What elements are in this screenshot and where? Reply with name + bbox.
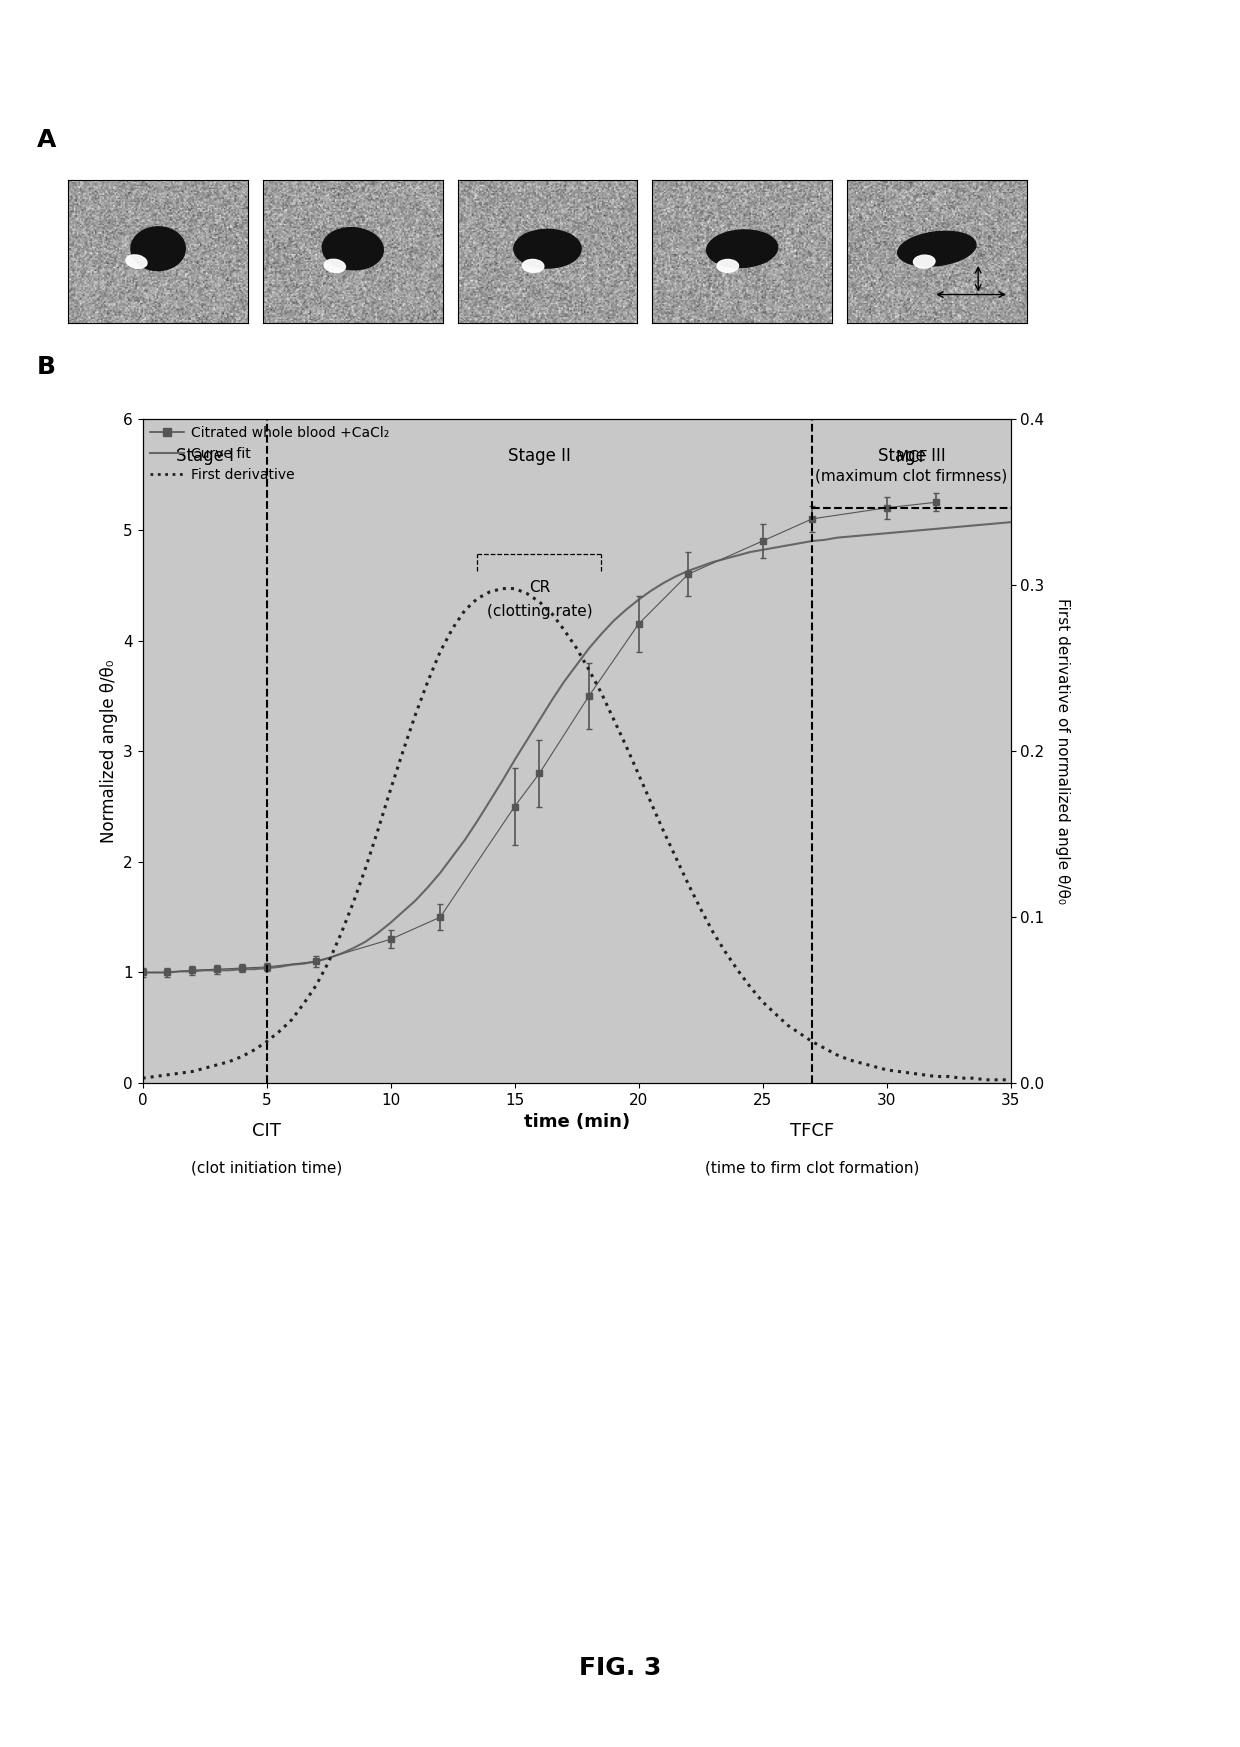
Ellipse shape: [131, 227, 185, 271]
Y-axis label: First derivative of normalized angle θ/θ₀: First derivative of normalized angle θ/θ…: [1054, 597, 1070, 905]
Text: Stage I: Stage I: [176, 447, 233, 465]
Text: FIG. 3: FIG. 3: [579, 1656, 661, 1681]
Ellipse shape: [513, 229, 582, 267]
Text: A: A: [37, 128, 57, 152]
Text: Stage II: Stage II: [508, 447, 570, 465]
Ellipse shape: [126, 255, 148, 269]
Ellipse shape: [717, 260, 739, 273]
Text: Stage III: Stage III: [878, 447, 945, 465]
Ellipse shape: [898, 231, 976, 266]
Text: (time to firm clot formation): (time to firm clot formation): [706, 1160, 919, 1176]
Text: TFCF: TFCF: [790, 1122, 835, 1139]
Ellipse shape: [324, 259, 346, 273]
Text: CR: CR: [528, 580, 551, 594]
Text: (clotting rate): (clotting rate): [486, 604, 593, 618]
Text: CIT: CIT: [252, 1122, 281, 1139]
X-axis label: time (min): time (min): [523, 1113, 630, 1132]
Legend: Citrated whole blood +CaCl₂, Curve fit, First derivative: Citrated whole blood +CaCl₂, Curve fit, …: [150, 426, 389, 482]
Ellipse shape: [522, 259, 544, 273]
Text: (clot initiation time): (clot initiation time): [191, 1160, 342, 1176]
Text: B: B: [37, 355, 56, 379]
Y-axis label: Normalized angle θ/θ₀: Normalized angle θ/θ₀: [99, 659, 118, 844]
Ellipse shape: [914, 255, 935, 267]
Text: MCF
(maximum clot firmness): MCF (maximum clot firmness): [815, 451, 1008, 484]
Ellipse shape: [707, 231, 777, 267]
Ellipse shape: [322, 227, 383, 269]
